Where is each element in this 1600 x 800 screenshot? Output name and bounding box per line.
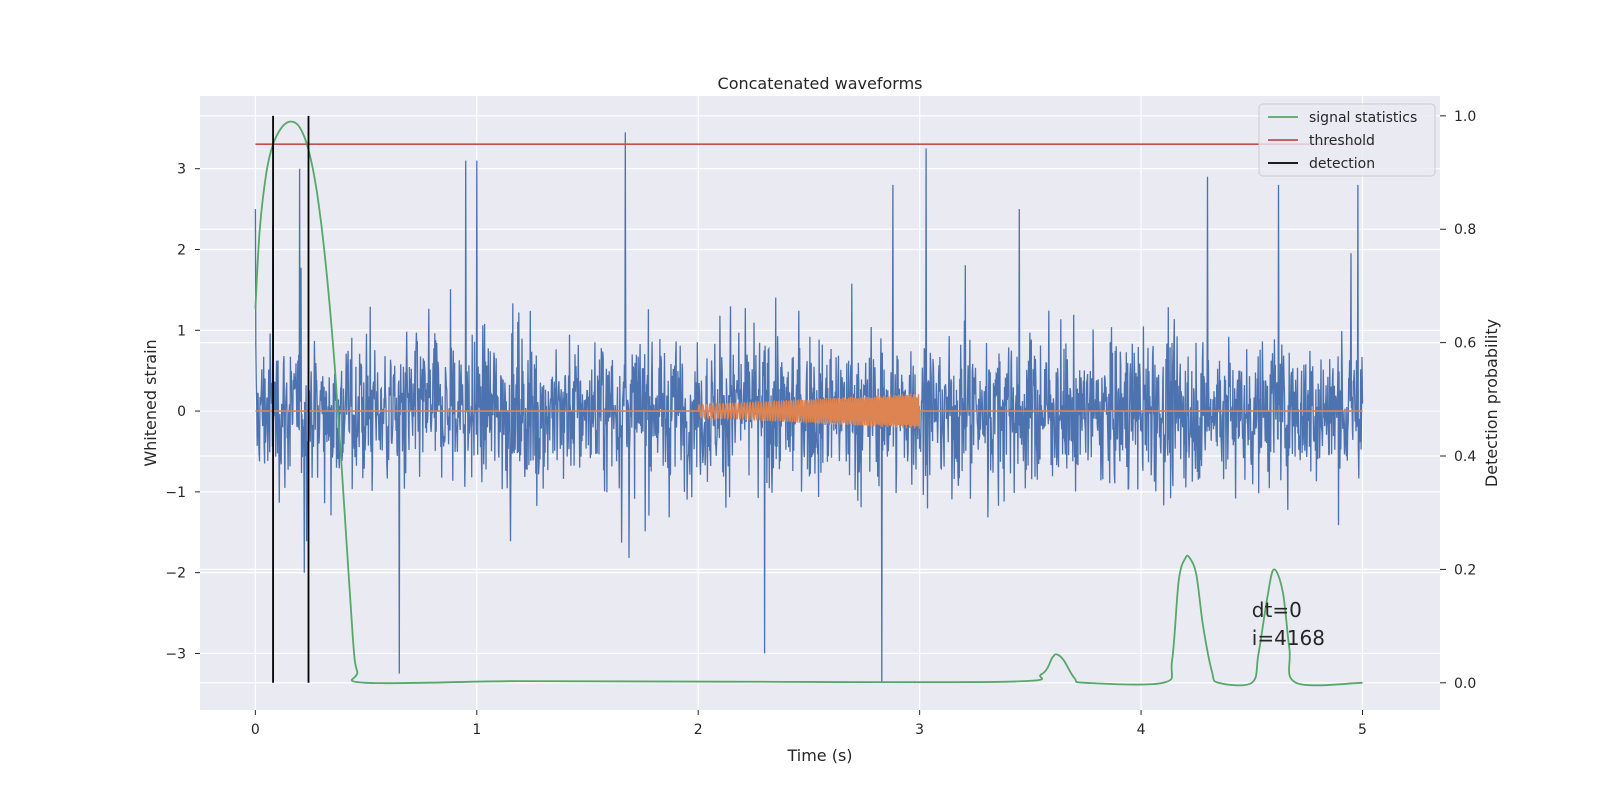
chart-title: Concatenated waveforms	[718, 74, 923, 93]
x-tick-label: 2	[694, 722, 703, 738]
x-axis-label: Time (s)	[786, 746, 852, 765]
y2-tick-label: 0.4	[1454, 449, 1476, 465]
legend-label-detection: detection	[1309, 156, 1375, 172]
grid	[200, 96, 1440, 710]
x-tick-label: 5	[1358, 722, 1367, 738]
y-tick-label: 0	[177, 404, 186, 420]
x-tick-label: 3	[915, 722, 924, 738]
y2-tick-label: 1.0	[1454, 109, 1476, 125]
injection-chirp-line	[697, 393, 921, 429]
series-layer	[254, 115, 1374, 687]
axes: 0 1 2 3 4 5 −3 −2 −1 0 1 2 3 0.0 0.2 0.4 0.6 0.8 1.0	[165, 109, 1476, 738]
y2-tick-label: 0.8	[1454, 222, 1476, 238]
y-tick-label: −1	[165, 485, 186, 501]
y-tick-label: 2	[177, 243, 186, 259]
annotation-index: i=4168	[1252, 626, 1325, 650]
annotation-dt: dt=0	[1252, 598, 1302, 622]
y-tick-label: 1	[177, 323, 186, 339]
x-tick-label: 0	[251, 722, 260, 738]
y2-tick-label: 0.6	[1454, 336, 1476, 352]
y-tick-label: −3	[165, 646, 186, 662]
y-tick-label: 3	[177, 162, 186, 178]
signal-statistics-line	[254, 120, 1363, 687]
y2-tick-label: 0.0	[1454, 676, 1476, 692]
y-tick-label: −2	[165, 566, 186, 582]
legend-label-threshold: threshold	[1309, 133, 1375, 149]
legend: signal statistics threshold detection	[1258, 103, 1436, 177]
x-tick-label: 4	[1137, 722, 1146, 738]
legend-label-signal-statistics: signal statistics	[1309, 110, 1417, 126]
x-tick-label: 1	[472, 722, 481, 738]
legend-box	[1258, 103, 1436, 177]
y-axis-label: Whitened strain	[141, 339, 160, 466]
y2-axis-label: Detection probability	[1482, 319, 1501, 487]
y2-tick-label: 0.2	[1454, 562, 1476, 578]
